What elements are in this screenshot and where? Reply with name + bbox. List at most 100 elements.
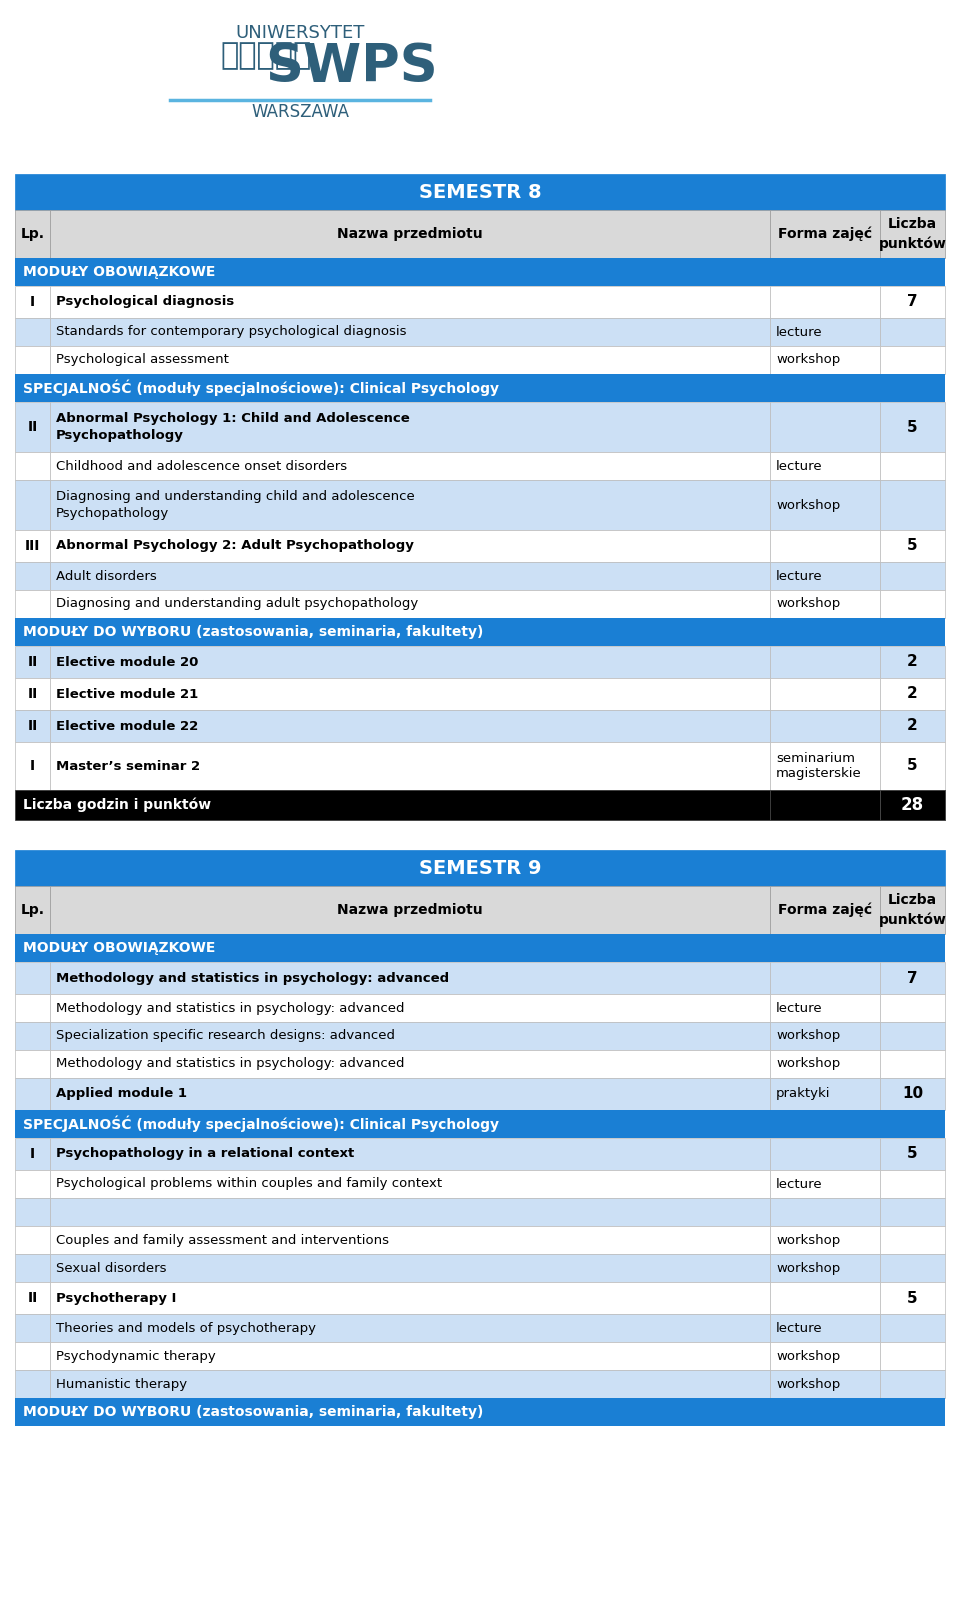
Bar [770,1198,880,1226]
Text: WARSZAWA: WARSZAWA [251,104,349,121]
Bar [880,529,945,562]
Text: Lp.: Lp. [20,903,44,916]
Bar [15,1282,50,1315]
Text: workshop: workshop [776,499,840,512]
Bar [770,562,880,589]
Bar [770,678,880,711]
Text: lecture: lecture [776,1321,823,1334]
Bar [880,1078,945,1111]
Bar [880,1255,945,1282]
Text: Childhood and adolescence onset disorders: Childhood and adolescence onset disorder… [56,460,348,473]
Bar [15,1370,50,1397]
Bar [15,994,50,1022]
Bar [880,742,945,790]
Bar [50,1138,770,1171]
Text: workshop: workshop [776,1057,840,1070]
Text: Methodology and statistics in psychology: advanced: Methodology and statistics in psychology… [56,971,449,984]
Text: 7: 7 [907,295,918,309]
Text: 👪👧👦👨👩: 👪👧👦👨👩 [220,40,311,70]
Bar [50,1022,770,1051]
Bar [770,1078,880,1111]
Text: 2: 2 [907,686,918,701]
Text: punktów: punktów [878,236,947,251]
Text: 2: 2 [907,719,918,733]
Bar [770,479,880,529]
Bar [15,1342,50,1370]
Bar [50,317,770,346]
Bar [50,1171,770,1198]
Text: 7: 7 [907,970,918,986]
Bar [50,711,770,742]
Bar [50,1051,770,1078]
Text: Psychological assessment: Psychological assessment [56,353,228,366]
Bar [770,742,880,790]
Text: Psychotherapy I: Psychotherapy I [56,1292,177,1305]
Text: workshop: workshop [776,1261,840,1274]
Bar [770,790,880,819]
Text: lecture: lecture [776,1002,823,1015]
Bar [880,711,945,742]
Text: seminarium: seminarium [776,751,855,764]
Bar [770,711,880,742]
Bar [50,1370,770,1397]
Bar [15,742,50,790]
Text: Specialization specific research designs: advanced: Specialization specific research designs… [56,1030,395,1043]
Text: SPECJALNOŚĆ (moduły specjalnościowe): Clinical Psychology: SPECJALNOŚĆ (moduły specjalnościowe): Cl… [23,1115,499,1132]
Bar [880,962,945,994]
Bar [50,1255,770,1282]
Bar [50,742,770,790]
Text: SPECJALNOŚĆ (moduły specjalnościowe): Clinical Psychology: SPECJALNOŚĆ (moduły specjalnościowe): Cl… [23,380,499,397]
Bar [15,479,50,529]
Bar [50,529,770,562]
Text: Humanistic therapy: Humanistic therapy [56,1378,187,1391]
Text: Elective module 20: Elective module 20 [56,656,199,669]
Text: MODUŁY OBOWIĄZKOWE: MODUŁY OBOWIĄZKOWE [23,266,215,278]
Bar [880,402,945,452]
Bar [50,678,770,711]
Text: I: I [30,759,36,772]
Text: lecture: lecture [776,570,823,583]
Bar [15,1022,50,1051]
Bar [15,886,50,934]
Bar [770,886,880,934]
Bar [15,934,945,962]
Text: 10: 10 [902,1086,924,1101]
Text: Elective module 22: Elective module 22 [56,719,199,732]
Bar [770,1315,880,1342]
Text: Elective module 21: Elective module 21 [56,688,199,701]
Bar [770,1051,880,1078]
Bar [15,646,50,678]
Bar [770,589,880,618]
Bar [770,1022,880,1051]
Text: workshop: workshop [776,1350,840,1363]
Bar [50,287,770,317]
Text: Psychopathology in a relational context: Psychopathology in a relational context [56,1148,354,1161]
Text: MODUŁY DO WYBORU (zastosowania, seminaria, fakultety): MODUŁY DO WYBORU (zastosowania, seminari… [23,625,484,640]
Bar [880,1138,945,1171]
Text: praktyki: praktyki [776,1088,830,1101]
Bar [50,962,770,994]
Bar [880,1342,945,1370]
Bar [15,1198,50,1226]
Bar [880,1171,945,1198]
Bar [15,711,50,742]
Text: I: I [30,1146,36,1161]
Bar [880,1370,945,1397]
Bar [770,452,880,479]
Text: 5: 5 [907,758,918,774]
Text: Nazwa przedmiotu: Nazwa przedmiotu [337,227,483,241]
Text: Forma zajęć: Forma zajęć [778,227,872,241]
Bar [880,346,945,374]
Bar [15,1315,50,1342]
Text: Methodology and statistics in psychology: advanced: Methodology and statistics in psychology… [56,1002,404,1015]
Bar [15,1226,50,1255]
Bar [50,1315,770,1342]
Bar [15,210,50,257]
Bar [770,529,880,562]
Text: Abnormal Psychology 2: Adult Psychopathology: Abnormal Psychology 2: Adult Psychopatho… [56,539,414,552]
Text: Diagnosing and understanding child and adolescence: Diagnosing and understanding child and a… [56,491,415,504]
Bar [15,374,945,402]
Text: SWPS: SWPS [265,40,438,92]
Bar [15,402,50,452]
Text: lecture: lecture [776,1177,823,1190]
